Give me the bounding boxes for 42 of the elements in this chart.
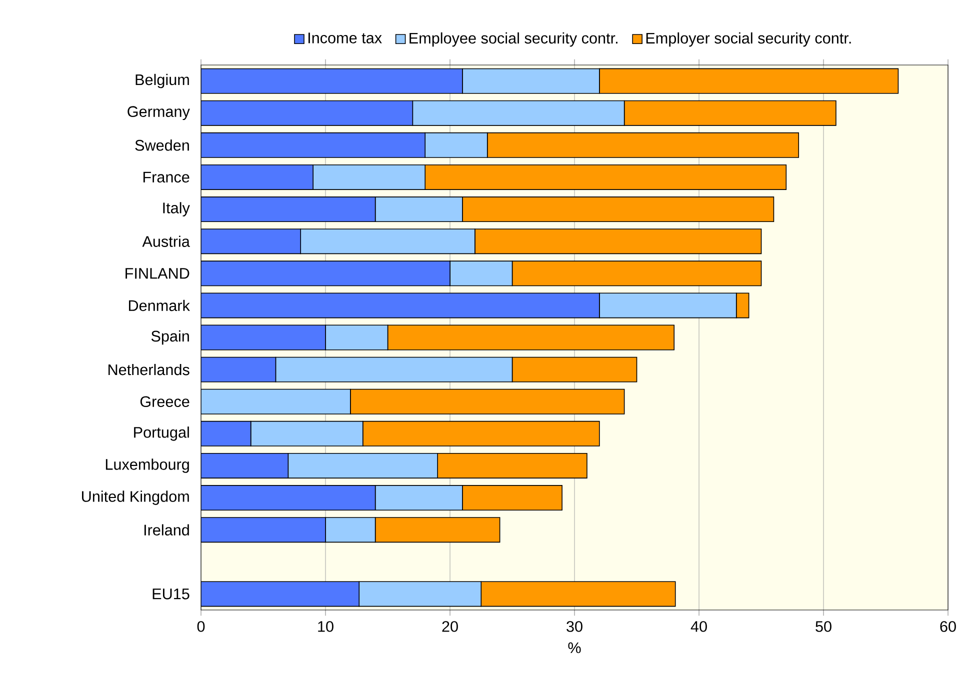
x-axis-title: % xyxy=(568,642,581,654)
y-tick-label: Luxembourg xyxy=(106,458,189,473)
y-tick-label: EU15 xyxy=(152,588,190,600)
x-tick-label: 50 xyxy=(816,621,832,632)
x-tick-label: 60 xyxy=(940,621,956,632)
y-tick-label: Denmark xyxy=(128,300,190,312)
y-tick-label: Sweden xyxy=(135,140,189,151)
bar xyxy=(201,356,276,382)
y-tick-label: United Kingdom xyxy=(82,490,189,505)
x-tick-label: 20 xyxy=(442,621,458,632)
y-tick-label: Germany xyxy=(128,106,190,120)
bar xyxy=(201,100,414,126)
y-tick-label: Spain xyxy=(151,330,189,345)
y-tick-label: France xyxy=(143,172,190,183)
y-tick-label: Italy xyxy=(163,202,190,216)
bar xyxy=(201,517,326,543)
bar xyxy=(201,453,289,478)
y-tick-label: Greece xyxy=(140,396,190,408)
bar xyxy=(201,420,252,446)
legend-label: Income tax xyxy=(308,32,382,44)
bar xyxy=(201,485,376,511)
bar xyxy=(201,292,600,318)
y-tick-label: FINLAND xyxy=(126,268,190,279)
bar xyxy=(201,228,302,254)
y-tick-label: Portugal xyxy=(134,426,189,441)
y-tick-label: Belgium xyxy=(136,74,189,88)
bar xyxy=(201,260,450,286)
y-tick-label: Ireland xyxy=(144,524,189,536)
bar xyxy=(201,132,426,158)
legend-label: Employer social security contr. xyxy=(646,32,851,47)
legend-label: Employee social security contr. xyxy=(410,32,618,47)
x-tick-label: 30 xyxy=(566,621,582,632)
bar xyxy=(201,581,360,607)
x-tick-label: 0 xyxy=(197,621,205,632)
bar xyxy=(201,324,326,350)
bar xyxy=(201,196,376,222)
bar xyxy=(201,164,314,190)
x-tick-label: 40 xyxy=(690,621,707,632)
y-tick-label: Netherlands xyxy=(108,364,190,376)
bar xyxy=(201,68,463,94)
x-tick-label: 10 xyxy=(318,621,334,632)
y-tick-label: Austria xyxy=(142,236,190,247)
